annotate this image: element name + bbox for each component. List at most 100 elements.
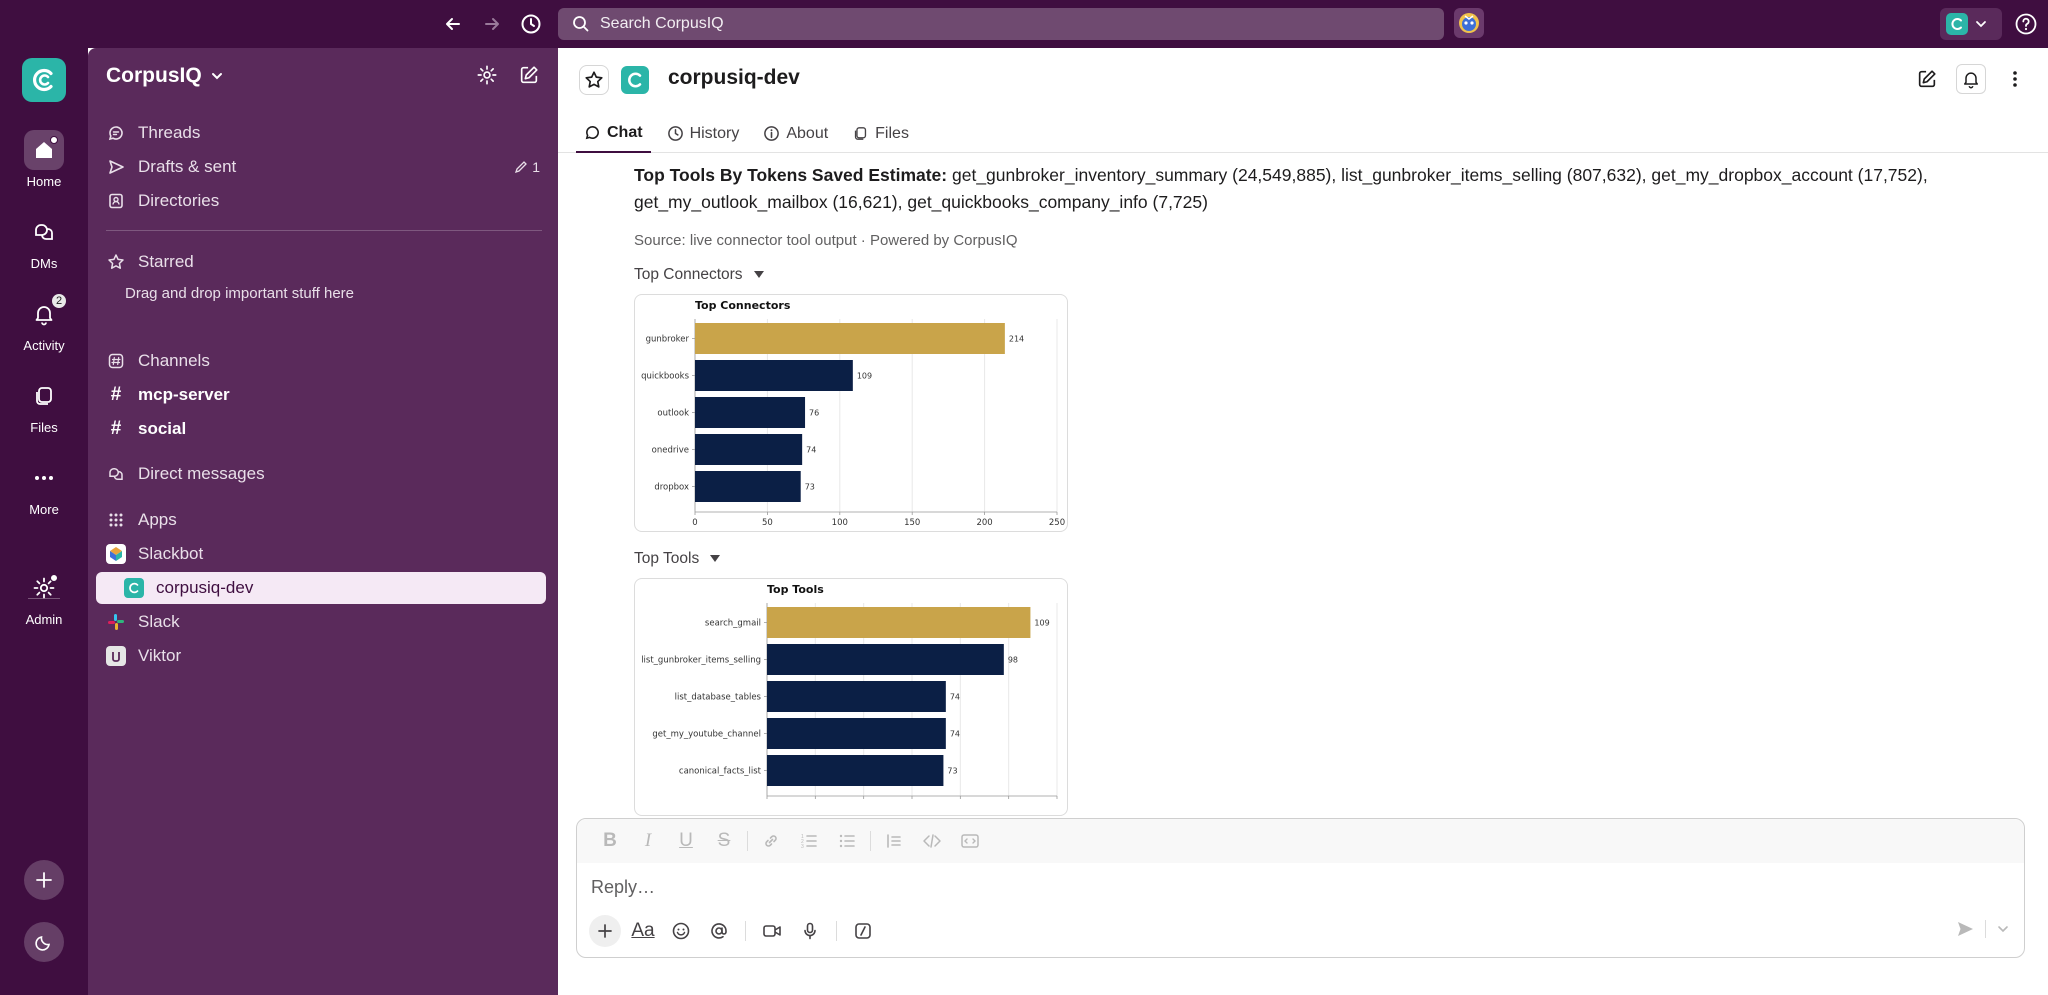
history-clock-icon[interactable] [516, 10, 546, 38]
code-icon[interactable] [913, 826, 951, 856]
ai-assistant-icon [1459, 13, 1479, 33]
sidebar-item-viktor[interactable]: Viktor [106, 640, 550, 672]
sidebar-item-drafts[interactable]: Drafts & sent 1 [106, 151, 550, 183]
search-icon [573, 16, 589, 32]
search-input[interactable]: Search CorpusIQ [558, 8, 1444, 40]
rail-files[interactable]: Files [0, 376, 88, 435]
rail-dms[interactable]: DMs [0, 212, 88, 271]
search-placeholder: Search CorpusIQ [600, 15, 724, 32]
tab-history[interactable]: History [659, 114, 748, 153]
activity-badge: 2 [50, 292, 68, 310]
data-label: 109 [1034, 619, 1049, 628]
sidebar-item-slackbot[interactable]: Slackbot [106, 538, 550, 570]
more-options-button[interactable] [2000, 64, 2030, 94]
data-label: 73 [805, 483, 815, 492]
bell-icon [1964, 72, 1978, 89]
viktor-avatar [106, 646, 126, 666]
code-block-icon[interactable] [951, 826, 989, 856]
y-tick-label: list_database_tables [675, 693, 762, 703]
channel-app-logo [621, 66, 649, 94]
workspace-rail: Home DMs 2 Activity Files More Admin [0, 48, 88, 995]
back-arrow-icon[interactable] [438, 10, 468, 38]
profile-switcher[interactable] [1940, 8, 2002, 40]
notifications-button[interactable] [1956, 64, 1986, 94]
link-icon[interactable] [752, 826, 790, 856]
help-icon[interactable] [2014, 12, 2038, 36]
chevron-down-icon [1976, 21, 1986, 28]
send-icon[interactable] [1955, 919, 1975, 939]
workspace-logo[interactable] [22, 58, 66, 102]
send-controls [1955, 919, 2010, 939]
new-message-button[interactable] [1912, 64, 1942, 94]
svg-text:3: 3 [801, 844, 804, 850]
text-format-icon[interactable]: Aa [631, 920, 655, 941]
mention-icon[interactable] [703, 915, 735, 947]
sidebar-item-label: Directories [138, 191, 220, 210]
blockquote-icon[interactable] [875, 826, 913, 856]
strikethrough-icon[interactable]: S [717, 830, 731, 851]
ai-assistant-button[interactable] [1454, 8, 1484, 38]
sidebar-item-slack[interactable]: Slack [106, 606, 550, 638]
rail-home[interactable]: Home [0, 130, 88, 189]
x-tick-label: 0 [692, 518, 697, 528]
bullet-list-icon[interactable] [828, 826, 866, 856]
rail-activity[interactable]: 2 Activity [0, 292, 88, 353]
send-icon [106, 157, 126, 177]
sidebar-item-social[interactable]: # social [106, 413, 550, 445]
workspace-menu[interactable]: CorpusIQ [106, 64, 224, 88]
send-options-chevron-icon[interactable] [1996, 922, 2010, 936]
settings-gear-icon[interactable] [476, 64, 498, 86]
gear-icon [24, 568, 64, 608]
rail-admin[interactable]: Admin [0, 568, 88, 627]
slash-command-icon[interactable] [847, 915, 879, 947]
star-channel-button[interactable] [579, 65, 609, 95]
reply-input[interactable] [591, 871, 1991, 903]
sidebar-section-apps[interactable]: Apps [106, 504, 550, 536]
tab-chat[interactable]: Chat [576, 114, 651, 153]
italic-icon[interactable]: I [644, 830, 652, 851]
sidebar-item-directories[interactable]: Directories [106, 185, 550, 217]
moon-icon [35, 936, 50, 951]
rail-dms-label: DMs [30, 256, 58, 271]
sidebar-item-mcp-server[interactable]: # mcp-server [106, 379, 550, 411]
tab-files[interactable]: Files [844, 114, 917, 153]
app-label: Slack [138, 612, 180, 631]
channel-title[interactable]: corpusiq-dev [668, 66, 800, 89]
sidebar-section-starred[interactable]: Starred [106, 246, 550, 278]
sidebar-item-corpusiq-dev[interactable]: corpusiq-dev [96, 572, 546, 604]
bar [695, 323, 1005, 354]
rail-admin-label: Admin [25, 612, 63, 627]
chart-top-connectors[interactable]: Top Connectors gunbroker 214 quickbooks 109 o… [634, 294, 1068, 532]
attachment-toggle-connectors[interactable]: Top Connectors [634, 266, 765, 284]
video-icon[interactable] [756, 915, 788, 947]
tab-about[interactable]: About [755, 114, 836, 153]
rail-activity-label: Activity [23, 338, 65, 353]
emoji-icon[interactable] [665, 915, 697, 947]
bold-icon[interactable]: B [603, 830, 617, 851]
sidebar-item-label: Direct messages [138, 464, 265, 483]
sidebar-section-direct-messages[interactable]: Direct messages [106, 458, 550, 490]
attachment-toggle-tools[interactable]: Top Tools [634, 550, 721, 568]
microphone-icon[interactable] [794, 915, 826, 947]
tab-label: History [689, 124, 740, 142]
channel-label: mcp-server [138, 385, 230, 404]
attach-plus-icon[interactable] [589, 915, 621, 947]
svg-text:1: 1 [801, 834, 804, 840]
dark-mode-toggle[interactable] [24, 922, 64, 962]
sidebar-section-channels[interactable]: Channels [106, 345, 550, 377]
message-list[interactable]: Top Tools By Tokens Saved Estimate: get_… [558, 154, 2048, 848]
forward-arrow-icon[interactable] [477, 10, 507, 38]
tab-label: Files [875, 124, 909, 142]
slackbot-icon [106, 544, 126, 564]
rail-more[interactable]: More [0, 458, 88, 517]
toolbar-divider [747, 831, 748, 851]
more-icon [24, 458, 64, 498]
add-workspace-button[interactable] [24, 860, 64, 900]
sidebar-item-threads[interactable]: Threads [106, 117, 550, 149]
send-divider [1985, 920, 1986, 938]
underline-icon[interactable]: U [679, 830, 693, 851]
attachment-title: Top Connectors [634, 266, 743, 283]
chart-top-tools[interactable]: Top Tools search_gmail 109 list_gunbroker_i… [634, 578, 1068, 816]
compose-icon[interactable] [518, 64, 540, 86]
